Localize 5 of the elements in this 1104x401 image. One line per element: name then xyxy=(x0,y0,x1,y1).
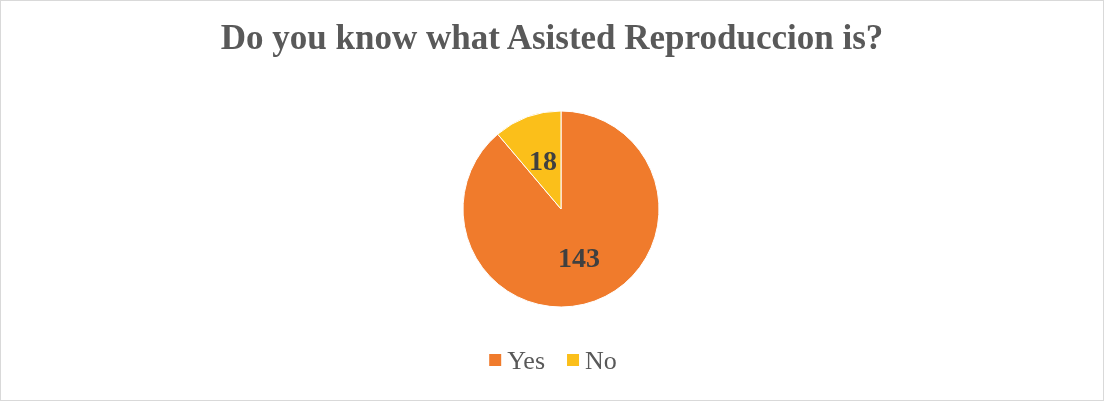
data-label: 143 xyxy=(557,242,600,274)
legend-label: No xyxy=(585,345,617,375)
data-label: 18 xyxy=(529,144,558,176)
legend-label: Yes xyxy=(507,345,546,375)
chart-title: Do you know what Asisted Reproduccion is? xyxy=(220,18,884,57)
